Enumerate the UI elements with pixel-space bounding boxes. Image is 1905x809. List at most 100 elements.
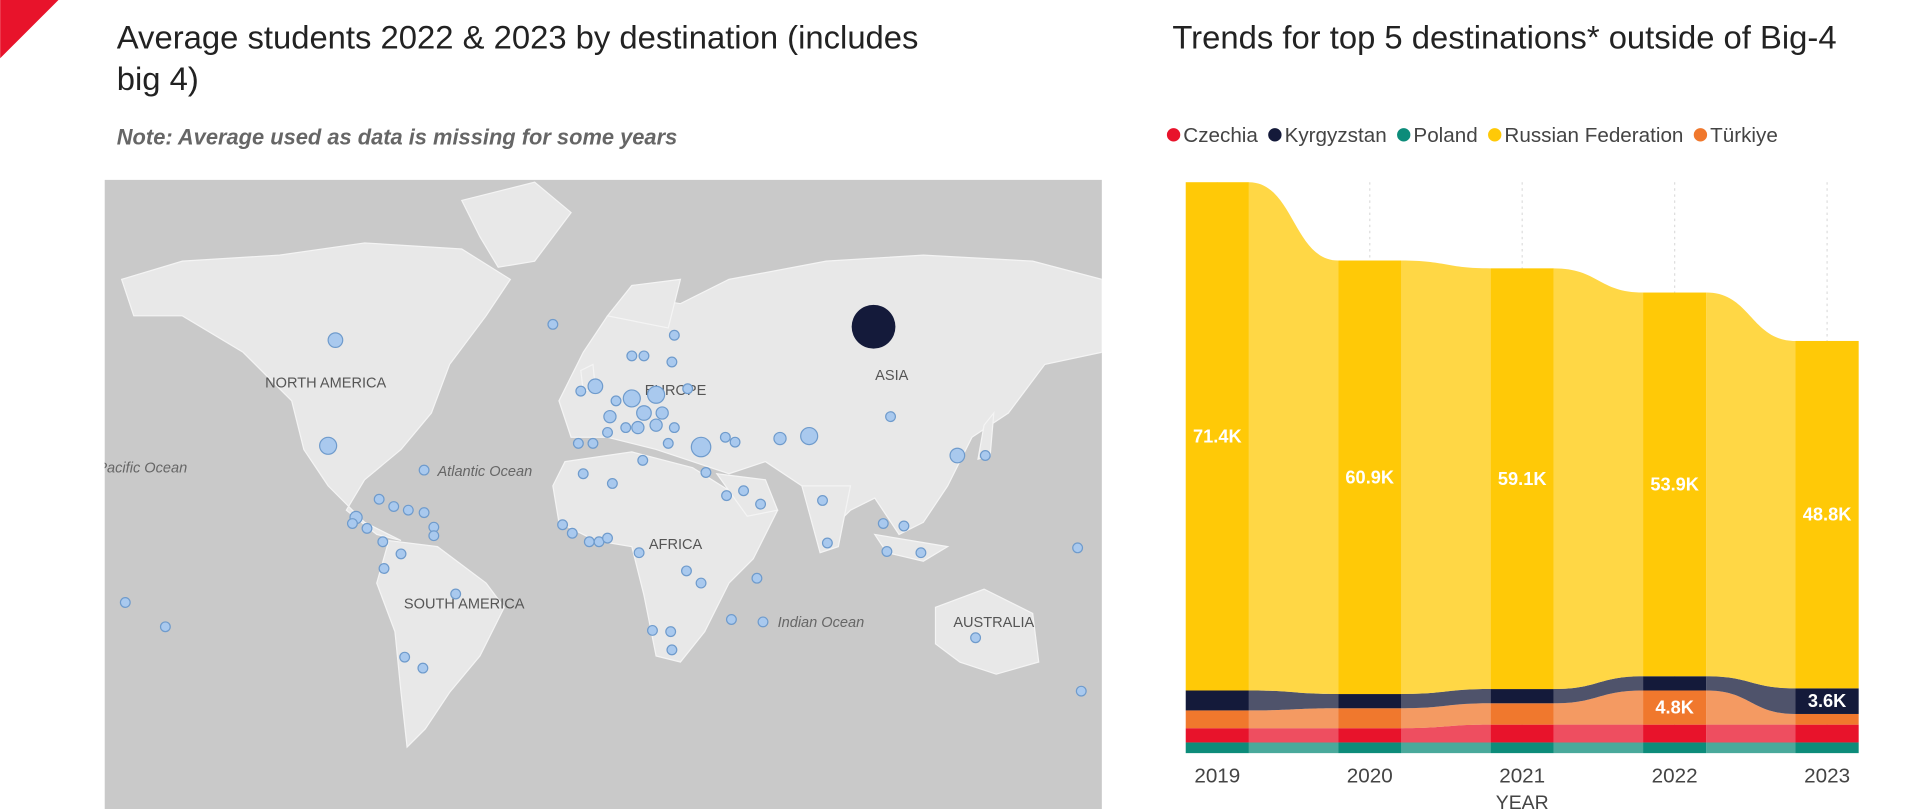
column-segment bbox=[1338, 728, 1402, 743]
x-tick-label: 2021 bbox=[1499, 764, 1545, 787]
legend-dot bbox=[1166, 128, 1181, 142]
x-axis-title: YEAR bbox=[1496, 792, 1549, 809]
ribbon bbox=[1248, 728, 1339, 743]
column-segment bbox=[1490, 724, 1554, 743]
ribbon bbox=[1553, 724, 1644, 743]
bubble bbox=[395, 548, 407, 560]
bubble bbox=[547, 318, 559, 330]
column-segment bbox=[1490, 703, 1554, 725]
bubble bbox=[800, 426, 819, 446]
bubble bbox=[388, 501, 400, 513]
ribbon bbox=[1553, 742, 1644, 754]
bubble bbox=[1075, 685, 1087, 697]
ribbon bbox=[1401, 689, 1491, 709]
bubble bbox=[690, 436, 712, 458]
bubble bbox=[450, 588, 462, 600]
ribbon bbox=[1706, 724, 1796, 743]
bubble bbox=[668, 422, 680, 434]
bubble bbox=[626, 350, 638, 362]
bubble bbox=[877, 518, 889, 530]
x-tick-label: 2022 bbox=[1652, 764, 1698, 787]
bubble bbox=[817, 494, 828, 506]
bubble bbox=[757, 616, 769, 628]
legend-label: Russian Federation bbox=[1504, 124, 1683, 147]
ribbon bbox=[1553, 676, 1644, 704]
bubble bbox=[898, 520, 910, 532]
bubble bbox=[633, 547, 645, 559]
column-segment bbox=[1338, 742, 1402, 754]
bubble bbox=[695, 577, 707, 589]
bubble bbox=[885, 411, 897, 423]
legend-label: Poland bbox=[1413, 124, 1477, 147]
data-label: 3.6K bbox=[1808, 691, 1846, 711]
legend: Czechia Kyrgyzstan Poland Russian Federatio… bbox=[1166, 124, 1778, 147]
bubble bbox=[646, 624, 658, 636]
islands bbox=[873, 533, 950, 562]
column-segment bbox=[1338, 708, 1402, 729]
bubble bbox=[682, 383, 694, 395]
ribbon bbox=[1553, 690, 1644, 725]
x-tick-label: 2019 bbox=[1194, 764, 1240, 787]
data-label: 60.9K bbox=[1345, 467, 1394, 487]
bubble bbox=[319, 436, 338, 455]
bubble bbox=[725, 614, 737, 625]
bubble bbox=[666, 356, 678, 368]
column-segment bbox=[1185, 710, 1249, 729]
column-segment bbox=[1643, 292, 1707, 677]
ribbon bbox=[1248, 708, 1339, 729]
column-segment bbox=[1338, 694, 1402, 709]
bubble bbox=[378, 563, 390, 574]
ribbon bbox=[1706, 690, 1796, 725]
bubble bbox=[603, 409, 617, 424]
bubble bbox=[851, 304, 896, 349]
ribbon bbox=[1248, 182, 1339, 695]
ribbon-title-box: Trends for top 5 destinations* outside o… bbox=[1172, 19, 1836, 55]
bubble bbox=[583, 536, 595, 548]
map-title-box: Average students 2022 & 2023 by destinat… bbox=[117, 19, 919, 97]
bubble bbox=[577, 468, 589, 480]
column-segment bbox=[1185, 728, 1249, 743]
bubble bbox=[428, 530, 440, 542]
column-segment bbox=[1338, 260, 1402, 695]
bubble bbox=[979, 450, 991, 461]
legend-label: Kyrgyzstan bbox=[1285, 124, 1387, 147]
legend-dot bbox=[1397, 128, 1411, 142]
data-label: 48.8K bbox=[1803, 505, 1852, 525]
bubble bbox=[620, 422, 632, 434]
x-tick-label: 2023 bbox=[1804, 764, 1850, 787]
bubbles bbox=[119, 304, 1087, 697]
region-label: AFRICA bbox=[649, 537, 703, 553]
bubble bbox=[700, 467, 712, 478]
ribbon bbox=[1401, 703, 1491, 729]
bubble bbox=[622, 389, 641, 408]
ribbon bbox=[1706, 292, 1796, 689]
column-segment bbox=[1490, 742, 1554, 754]
bubble bbox=[646, 385, 666, 404]
bubble bbox=[399, 651, 411, 663]
bubble bbox=[655, 406, 669, 420]
legend-label: Türkiye bbox=[1710, 124, 1778, 147]
ocean-label: Pacific Ocean bbox=[97, 461, 187, 477]
bubble bbox=[610, 395, 622, 407]
data-label: 53.9K bbox=[1650, 474, 1699, 494]
bubble bbox=[631, 420, 645, 435]
bubble bbox=[649, 418, 663, 432]
corner-accent bbox=[0, 0, 59, 59]
bubble bbox=[668, 329, 680, 341]
data-label: 4.8K bbox=[1655, 698, 1693, 718]
south-america bbox=[376, 539, 505, 749]
bubble bbox=[327, 332, 344, 349]
bubble bbox=[418, 507, 430, 519]
ocean-label: Indian Ocean bbox=[778, 615, 865, 631]
australia bbox=[934, 588, 1040, 675]
bubble bbox=[821, 537, 833, 549]
ribbon bbox=[1401, 260, 1491, 695]
column-segment bbox=[1185, 742, 1249, 754]
bubble bbox=[159, 621, 171, 633]
column-segment bbox=[1490, 268, 1554, 690]
bubble bbox=[721, 490, 733, 502]
column-segment bbox=[1795, 742, 1859, 754]
bubble bbox=[557, 519, 569, 531]
column-segment bbox=[1643, 724, 1707, 743]
bubble bbox=[738, 485, 750, 497]
